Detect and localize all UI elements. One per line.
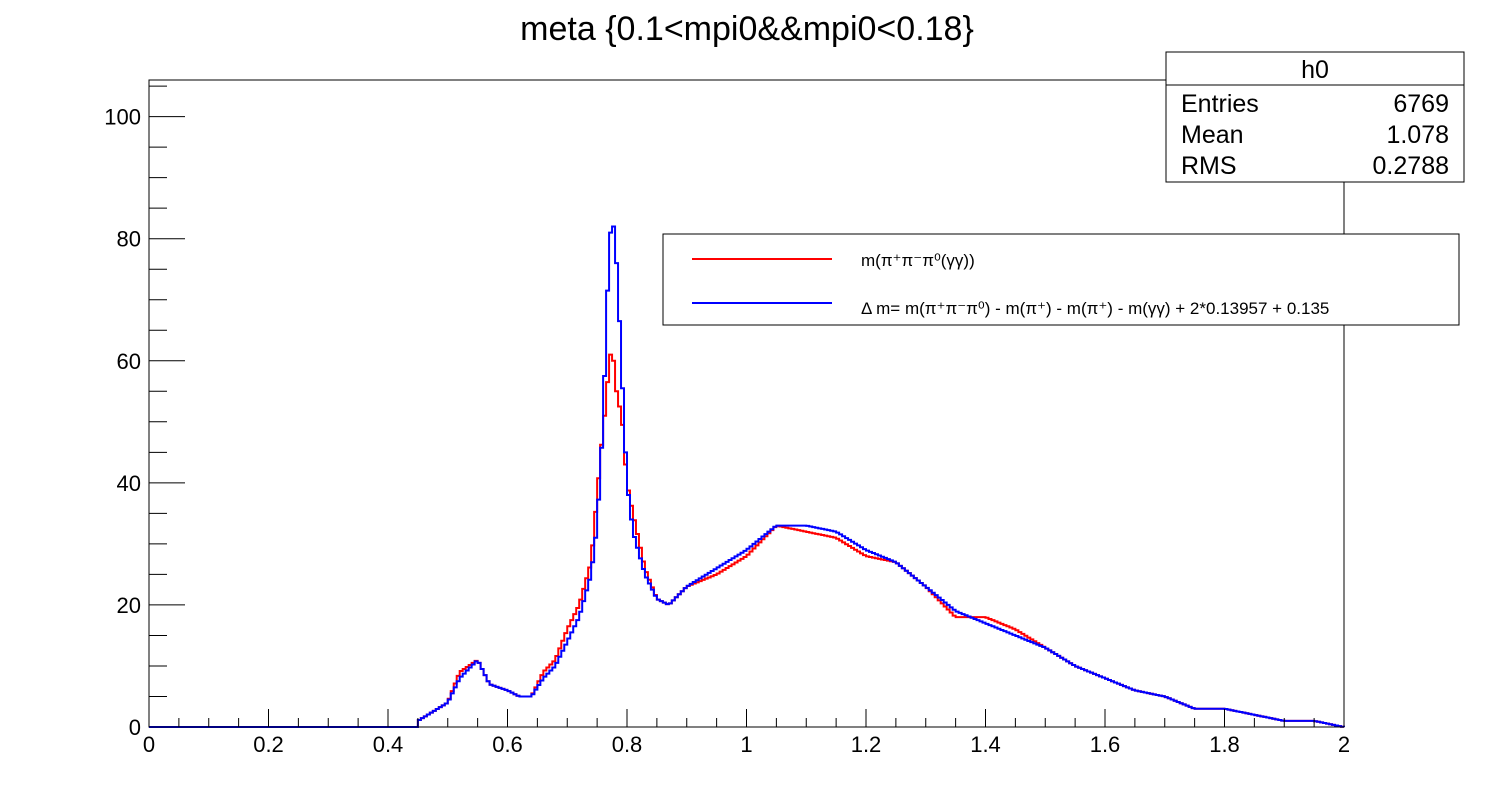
y-tick-label: 80	[117, 227, 141, 252]
stats-frame	[1165, 51, 1465, 183]
stats-value-entries: 6769	[1393, 90, 1449, 118]
x-tick-label: 0.4	[373, 732, 404, 757]
legend-label-red: m(π⁺π⁻π⁰(γγ))	[861, 251, 975, 270]
x-tick-label: 0.8	[612, 732, 643, 757]
series-layer	[149, 225, 1345, 728]
x-tick-label: 2	[1338, 732, 1350, 757]
x-tick-label: 0	[143, 732, 155, 757]
histogram-series-red	[149, 353, 1345, 728]
stats-label-mean: Mean	[1181, 121, 1244, 149]
legend-frame	[662, 233, 1460, 326]
stats-value-mean: 1.078	[1386, 121, 1449, 149]
stats-label-entries: Entries	[1181, 90, 1259, 118]
stats-box: h0 Entries 6769 Mean 1.078 RMS 0.2788	[1165, 51, 1465, 183]
stats-value-rms: 0.2788	[1373, 152, 1449, 180]
legend: m(π⁺π⁻π⁰(γγ)) Δ m= m(π⁺π⁻π⁰) - m(π⁺) - m…	[662, 233, 1460, 326]
x-tick-label: 1.8	[1209, 732, 1240, 757]
x-tick-label: 1	[740, 732, 752, 757]
x-tick-label: 1.2	[851, 732, 882, 757]
y-tick-label: 20	[117, 593, 141, 618]
y-tick-label: 0	[129, 715, 141, 740]
x-tick-label: 0.6	[492, 732, 523, 757]
plot-frame	[148, 79, 1345, 728]
legend-label-blue: Δ m= m(π⁺π⁻π⁰) - m(π⁺) - m(π⁺) - m(γγ) +…	[861, 299, 1329, 318]
x-tick-label: 0.2	[253, 732, 284, 757]
x-tick-label: 1.6	[1090, 732, 1121, 757]
stats-hist-name: h0	[1301, 56, 1329, 84]
histogram-series-blue	[149, 225, 1345, 728]
y-tick-label: 40	[117, 471, 141, 496]
y-tick-label: 60	[117, 349, 141, 374]
stats-label-rms: RMS	[1181, 152, 1237, 180]
x-tick-label: 1.4	[970, 732, 1001, 757]
y-tick-label: 100	[104, 105, 141, 130]
chart-title: meta {0.1<mpi0&&mpi0<0.18}	[520, 10, 974, 48]
